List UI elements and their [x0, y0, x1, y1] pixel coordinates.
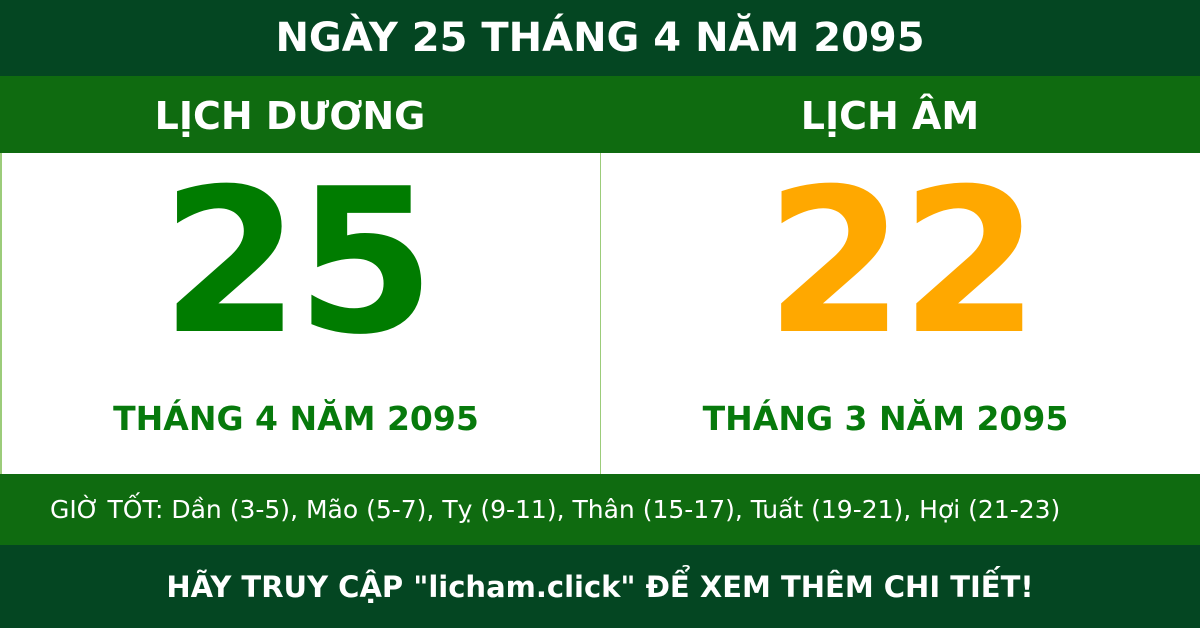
good-hours: GIỜ TỐT: Dần (3-5), Mão (5-7), Tỵ (9-11)…: [0, 474, 1200, 545]
lunar-panel: 22 THÁNG 3 NĂM 2095: [600, 153, 1200, 474]
calendar-headers: LỊCH DƯƠNG LỊCH ÂM: [0, 76, 1200, 153]
lunar-calendar-label: LỊCH ÂM: [800, 94, 980, 138]
page-title: NGÀY 25 THÁNG 4 NĂM 2095: [0, 0, 1200, 76]
solar-panel: 25 THÁNG 4 NĂM 2095: [0, 153, 600, 474]
lunar-month-year: THÁNG 3 NĂM 2095: [702, 399, 1069, 438]
footer-cta: HÃY TRUY CẬP "licham.click" ĐỂ XEM THÊM …: [0, 545, 1200, 628]
solar-calendar-label: LỊCH DƯƠNG: [154, 94, 426, 138]
solar-day: 25: [160, 146, 435, 379]
lunar-day: 22: [765, 146, 1039, 379]
solar-month-year: THÁNG 4 NĂM 2095: [113, 399, 479, 438]
